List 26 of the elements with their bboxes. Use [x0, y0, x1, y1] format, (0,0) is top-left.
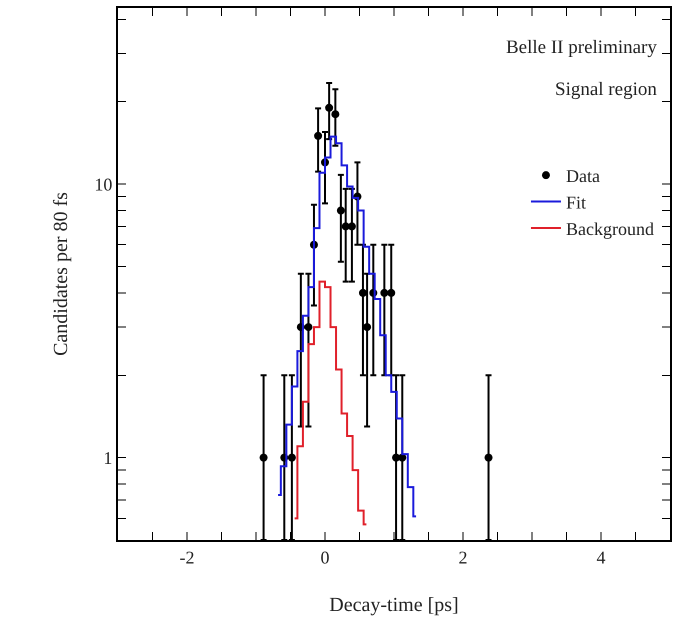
point — [380, 288, 388, 297]
legend-label: Data — [566, 166, 600, 186]
point — [314, 132, 322, 140]
x-tick-label: 0 — [320, 548, 330, 568]
point — [331, 110, 340, 118]
x-tick-label: -2 — [180, 548, 194, 568]
point — [304, 323, 312, 332]
point — [348, 222, 356, 230]
x-tick-label: 4 — [596, 548, 606, 568]
point — [260, 454, 268, 462]
point — [325, 104, 334, 112]
x-tick-label: 2 — [458, 548, 468, 568]
point — [288, 454, 296, 462]
point — [358, 288, 367, 297]
y-tick-label: 10 — [94, 174, 112, 194]
x-axis-title: Decay-time [ps] — [329, 594, 459, 616]
point — [363, 323, 372, 332]
legend-label: Fit — [566, 192, 586, 213]
point — [336, 206, 345, 215]
legend-label: Background — [566, 218, 654, 239]
y-axis-title: Candidates per 80 fs — [50, 192, 72, 356]
point — [387, 288, 396, 297]
annotation: Signal region — [555, 79, 658, 100]
y-tick-label: 1 — [103, 448, 112, 468]
annotation: Belle II preliminary — [506, 37, 658, 58]
point — [484, 454, 493, 462]
